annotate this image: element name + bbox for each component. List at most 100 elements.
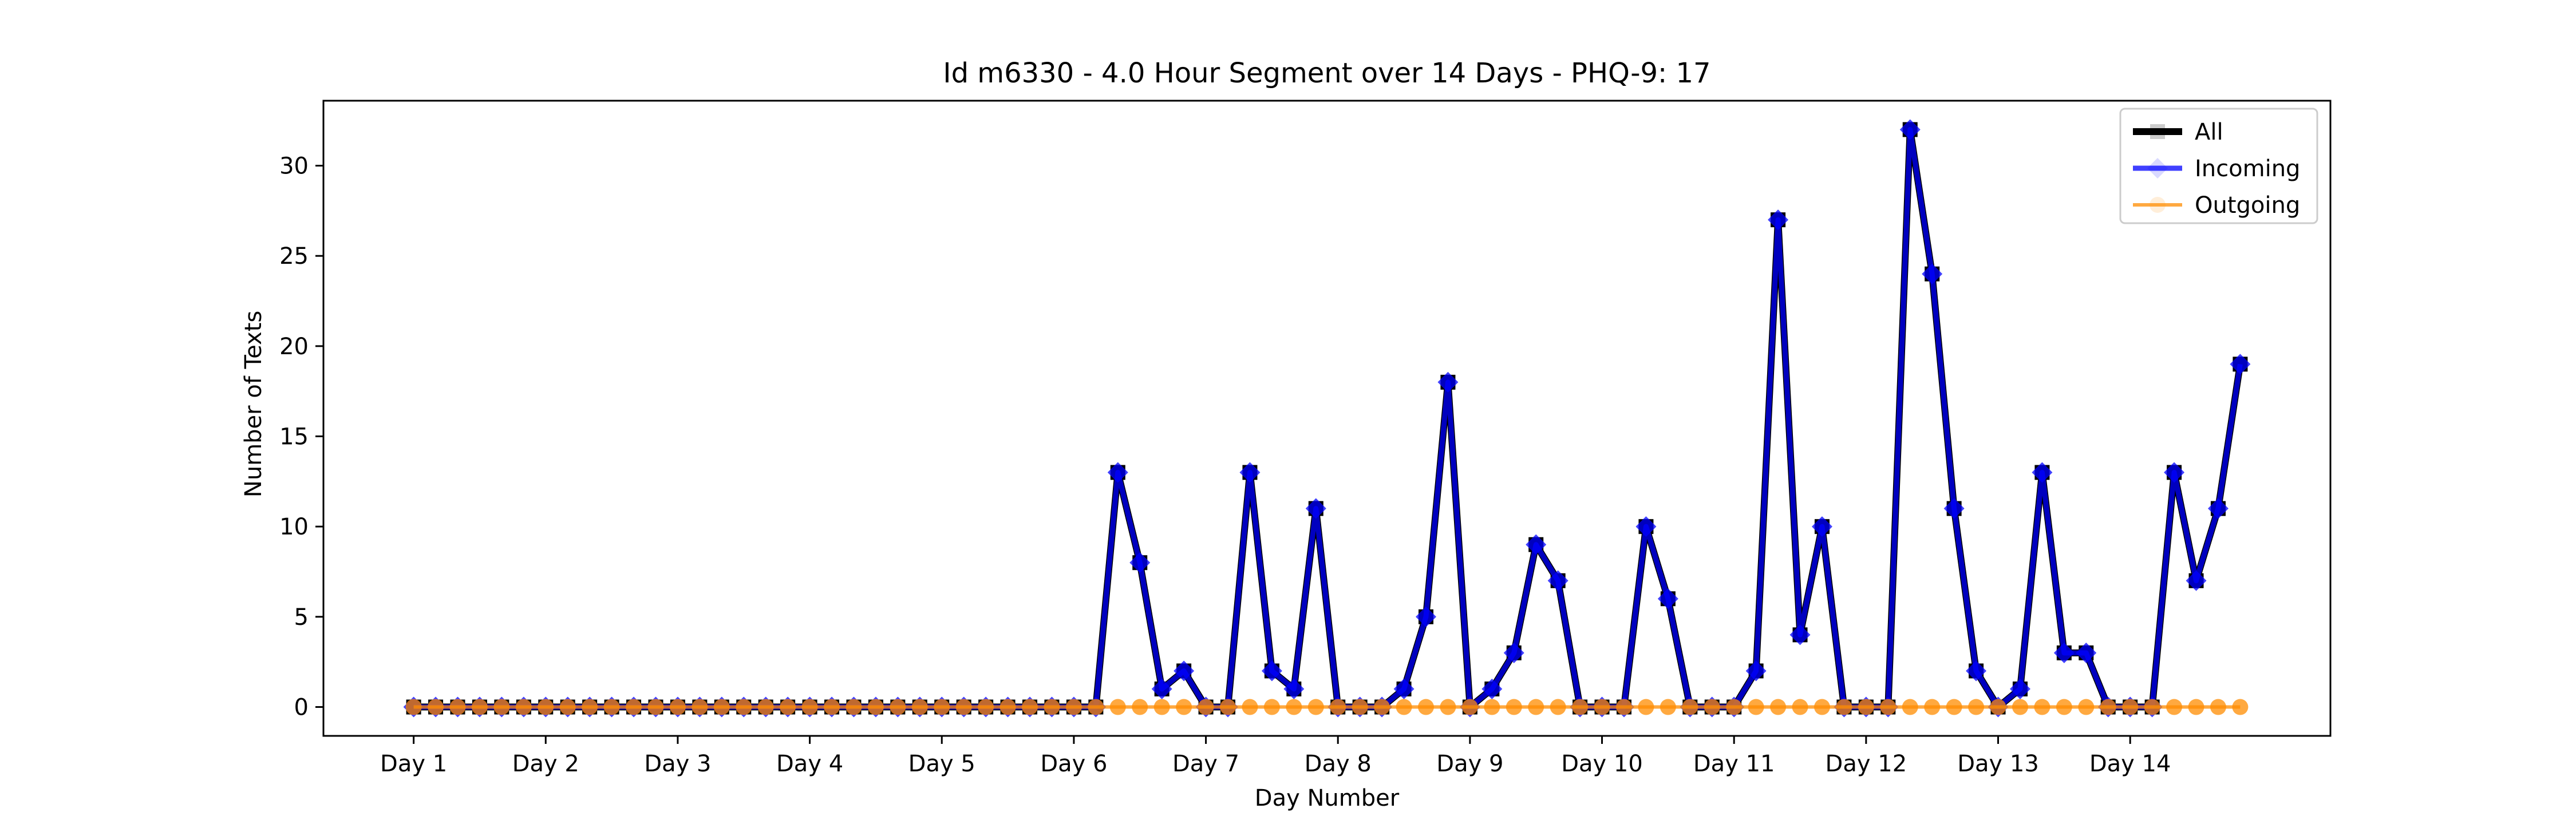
- data-point-outgoing: [405, 699, 422, 715]
- x-tick-label: Day 8: [1305, 751, 1372, 777]
- data-point-outgoing: [1088, 699, 1104, 715]
- x-tick-label: Day 14: [2089, 751, 2171, 777]
- data-point-outgoing: [1506, 699, 1522, 715]
- x-tick-label: Day 3: [644, 751, 711, 777]
- data-point-outgoing: [1286, 699, 1302, 715]
- legend-box: [2119, 108, 2318, 224]
- data-point-incoming: [1899, 119, 1921, 140]
- data-point-outgoing: [1968, 699, 1985, 715]
- data-point-outgoing: [603, 699, 620, 715]
- x-tick-label: Day 7: [1172, 751, 1239, 777]
- data-point-outgoing: [2100, 699, 2116, 715]
- data-point-outgoing: [2188, 699, 2204, 715]
- data-point-outgoing: [1946, 699, 1962, 715]
- data-point-outgoing: [2144, 699, 2160, 715]
- data-point-outgoing: [1814, 699, 1830, 715]
- x-tick-label: Day 10: [1561, 751, 1643, 777]
- data-point-outgoing: [1748, 699, 1764, 715]
- data-point-outgoing: [1022, 699, 1038, 715]
- data-point-outgoing: [1044, 699, 1060, 715]
- data-point-outgoing: [1065, 699, 1082, 715]
- data-point-outgoing: [1615, 699, 1632, 715]
- data-point-outgoing: [1682, 699, 1698, 715]
- data-point-outgoing: [1704, 699, 1720, 715]
- data-point-outgoing: [428, 699, 444, 715]
- data-point-outgoing: [801, 699, 818, 715]
- data-point-outgoing: [1660, 699, 1676, 715]
- data-point-incoming: [1943, 498, 1965, 519]
- data-point-outgoing: [692, 699, 708, 715]
- data-point-outgoing: [1352, 699, 1368, 715]
- data-point-outgoing: [1924, 699, 1941, 715]
- legend-label-outgoing: Outgoing: [2195, 192, 2300, 219]
- data-point-outgoing: [2166, 699, 2183, 715]
- data-point-incoming: [1305, 498, 1326, 519]
- chart-title: Id m6330 - 4.0 Hour Segment over 14 Days…: [943, 57, 1710, 89]
- data-point-outgoing: [2012, 699, 2028, 715]
- data-point-outgoing: [1770, 699, 1787, 715]
- data-point-outgoing: [1220, 699, 1236, 715]
- x-tick-label: Day 11: [1693, 751, 1775, 777]
- data-point-incoming: [1789, 624, 1811, 645]
- data-point-outgoing: [1792, 699, 1808, 715]
- data-point-incoming: [2164, 462, 2185, 483]
- data-point-incoming: [1547, 570, 1568, 591]
- data-point-incoming: [1174, 660, 1195, 682]
- data-point-outgoing: [1902, 699, 1918, 715]
- data-point-incoming: [1503, 642, 1524, 663]
- data-point-incoming: [1745, 660, 1767, 682]
- data-point-outgoing: [824, 699, 840, 715]
- data-point-outgoing: [1880, 699, 1897, 715]
- data-point-outgoing: [1307, 699, 1324, 715]
- data-point-incoming: [1811, 516, 1832, 537]
- data-point-outgoing: [1242, 699, 1258, 715]
- y-tick-label: 30: [279, 153, 309, 180]
- data-point-incoming: [2009, 679, 2030, 700]
- data-point-outgoing: [1374, 699, 1390, 715]
- data-point-outgoing: [1594, 699, 1610, 715]
- data-point-outgoing: [1528, 699, 1544, 715]
- data-point-incoming: [1129, 552, 1151, 573]
- x-axis-label: Day Number: [1255, 785, 1400, 811]
- x-tick-label: Day 6: [1040, 751, 1107, 777]
- data-point-outgoing: [2232, 699, 2249, 715]
- x-tick-label: Day 1: [380, 751, 447, 777]
- data-point-outgoing: [934, 699, 950, 715]
- data-point-incoming: [1283, 679, 1305, 700]
- data-point-incoming: [1437, 371, 1459, 393]
- legend-label-all: All: [2195, 119, 2223, 145]
- data-point-outgoing: [1109, 699, 1126, 715]
- data-point-outgoing: [1417, 699, 1434, 715]
- data-point-outgoing: [471, 699, 488, 715]
- data-point-outgoing: [449, 699, 466, 715]
- plot-area: 0 5 10 15 20 25 30 Day 1 Day 2 Day 3 Day 4 Day 5 Day…: [279, 100, 2332, 777]
- x-tick-label: Day 2: [512, 751, 579, 777]
- data-point-outgoing: [1263, 699, 1280, 715]
- y-tick-label: 0: [294, 695, 309, 721]
- data-point-outgoing: [999, 699, 1016, 715]
- data-point-outgoing: [955, 699, 972, 715]
- data-point-outgoing: [1550, 699, 1566, 715]
- data-point-outgoing: [1330, 699, 1346, 715]
- data-point-outgoing: [1153, 699, 1170, 715]
- data-point-outgoing: [867, 699, 884, 715]
- data-point-incoming: [2230, 354, 2251, 375]
- data-point-outgoing: [1461, 699, 1478, 715]
- data-point-outgoing: [538, 699, 554, 715]
- y-tick-label: 10: [279, 514, 309, 540]
- data-point-incoming: [1415, 606, 1436, 627]
- data-point-incoming: [1922, 263, 1943, 284]
- data-point-incoming: [1151, 679, 1172, 700]
- x-tick-label: Day 13: [1957, 751, 2039, 777]
- data-point-outgoing: [2122, 699, 2139, 715]
- data-point-outgoing: [1198, 699, 1214, 715]
- data-point-incoming: [2207, 498, 2229, 519]
- y-tick-label: 20: [279, 334, 309, 360]
- data-point-outgoing: [757, 699, 774, 715]
- data-point-outgoing: [626, 699, 642, 715]
- x-tick-label: Day 9: [1436, 751, 1503, 777]
- x-tick-label: Day 4: [776, 751, 843, 777]
- x-tick-label: Day 12: [1826, 751, 1907, 777]
- data-point-incoming: [2076, 642, 2097, 663]
